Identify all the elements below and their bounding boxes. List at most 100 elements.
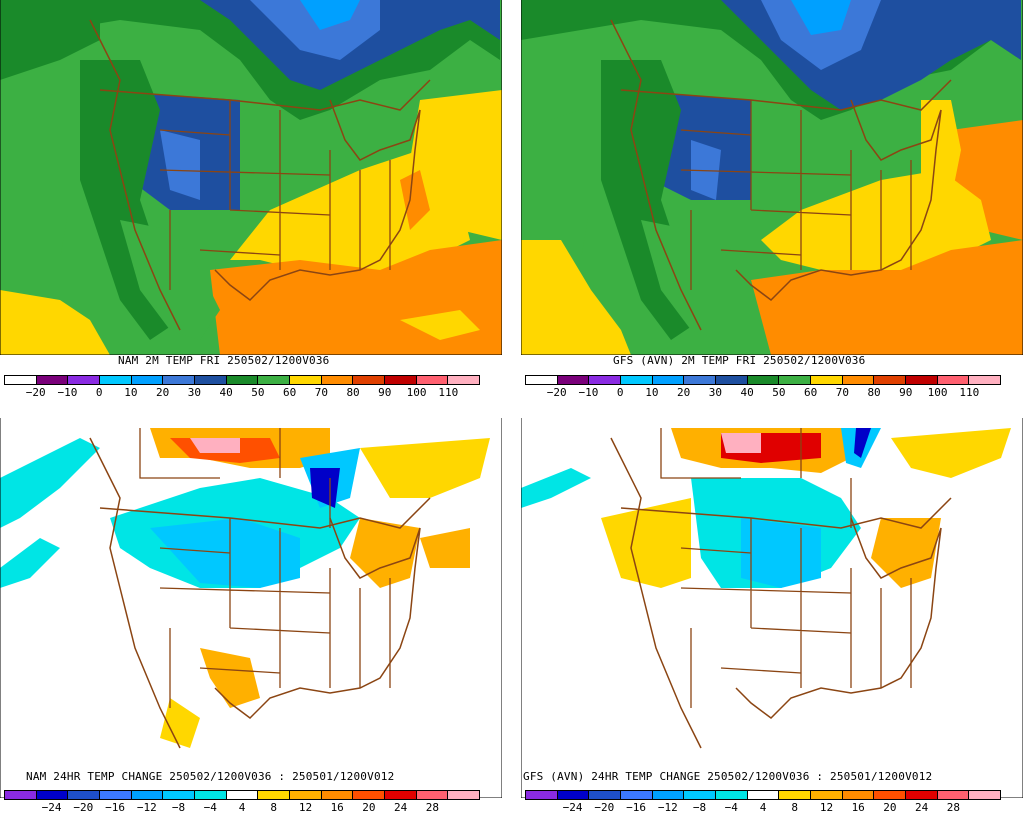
colorbar-swatch: [652, 376, 685, 384]
gfs-change-map: [521, 418, 1023, 798]
colorbar-swatch: [906, 376, 938, 384]
nam-temp-panel: NAM 2M TEMP FRI 250502/1200V036 −20 −10 0 1…: [0, 0, 503, 410]
colorbar-tick-label: 80: [867, 386, 881, 399]
colorbar-swatch: [557, 376, 590, 384]
colorbar-swatch: [937, 791, 970, 799]
colorbar-swatch: [526, 791, 558, 799]
colorbar-swatch: [842, 791, 875, 799]
colorbar-swatch: [68, 376, 101, 384]
colorbar-tick-label: −8: [171, 801, 186, 814]
colorbar-swatch: [385, 376, 417, 384]
colorbar-tick-label: 16: [851, 801, 865, 814]
colorbar-swatch: [5, 791, 37, 799]
colorbar-swatch: [811, 376, 843, 384]
colorbar-swatch: [321, 791, 354, 799]
nam-change-map: [0, 418, 502, 798]
colorbar-tick-label: 30: [708, 386, 723, 399]
temperature-change-colorbar: [4, 790, 480, 800]
colorbar-tick-labels: −24 −20 −16 −12 −8 −4 4 8 12 16 20 24 28: [525, 801, 999, 815]
colorbar-tick-label: 10: [645, 386, 659, 399]
colorbar-tick-label: 28: [946, 801, 961, 814]
colorbar-tick-label: −16: [626, 801, 646, 814]
colorbar-swatch: [747, 791, 780, 799]
colorbar-tick-label: −4: [724, 801, 738, 814]
gfs-change-panel: GFS (AVN) 24HR TEMP CHANGE 250502/1200V0…: [521, 418, 1024, 819]
colorbar-tick-labels: −24 −20 −16 −12 −8 −4 4 8 12 16 20 24 28: [4, 801, 478, 815]
colorbar-swatch: [684, 791, 717, 799]
colorbar-swatch: [621, 376, 653, 384]
colorbar-swatch: [68, 791, 101, 799]
colorbar-swatch: [652, 791, 685, 799]
colorbar-swatch: [589, 791, 622, 799]
temperature-colorbar: [525, 375, 1001, 385]
gfs-temp-panel: GFS (AVN) 2M TEMP FRI 250502/1200V036 −2…: [521, 0, 1024, 410]
colorbar-swatch: [589, 376, 622, 384]
colorbar-swatch: [36, 376, 69, 384]
colorbar-swatch: [684, 376, 717, 384]
panel-title: GFS (AVN) 24HR TEMP CHANGE 250502/1200V0…: [523, 770, 933, 783]
colorbar-swatch: [716, 376, 748, 384]
colorbar-tick-label: 90: [899, 386, 913, 399]
colorbar-swatch: [621, 791, 653, 799]
colorbar-tick-label: 60: [282, 386, 297, 399]
colorbar-swatch: [969, 376, 1001, 384]
colorbar-swatch: [937, 376, 970, 384]
colorbar-swatch: [353, 376, 386, 384]
colorbar-tick-label: 4: [238, 801, 246, 814]
colorbar-tick-label: 10: [124, 386, 138, 399]
colorbar-swatch: [258, 376, 291, 384]
colorbar-tick-label: 20: [883, 801, 897, 814]
colorbar-tick-label: 24: [394, 801, 408, 814]
colorbar-tick-label: 12: [819, 801, 834, 814]
colorbar-swatch: [874, 791, 907, 799]
colorbar-tick-label: 60: [803, 386, 818, 399]
colorbar-tick-label: 90: [378, 386, 392, 399]
colorbar-tick-label: −20: [73, 801, 94, 814]
colorbar-swatch: [131, 376, 164, 384]
colorbar-tick-label: 4: [759, 801, 767, 814]
colorbar-swatch: [290, 376, 322, 384]
colorbar-swatch: [226, 376, 259, 384]
colorbar-swatch: [969, 791, 1001, 799]
colorbar-swatch: [163, 376, 196, 384]
colorbar-tick-label: 70: [835, 386, 849, 399]
colorbar-tick-label: −24: [562, 801, 583, 814]
colorbar-swatch: [448, 791, 480, 799]
colorbar-swatch: [5, 376, 37, 384]
temperature-colorbar: [4, 375, 480, 385]
colorbar-tick-label: −24: [41, 801, 62, 814]
colorbar-tick-label: 30: [187, 386, 202, 399]
colorbar-swatch: [258, 791, 291, 799]
colorbar-tick-label: 16: [330, 801, 344, 814]
panel-title: NAM 24HR TEMP CHANGE 250502/1200V036 : 2…: [26, 770, 395, 783]
panel-title: NAM 2M TEMP FRI 250502/1200V036: [118, 354, 330, 367]
colorbar-swatch: [416, 376, 449, 384]
colorbar-tick-label: 100: [927, 386, 948, 399]
colorbar-tick-label: 12: [298, 801, 313, 814]
colorbar-swatch: [195, 791, 227, 799]
colorbar-tick-label: 8: [791, 801, 799, 814]
colorbar-tick-label: −20: [25, 386, 46, 399]
colorbar-swatch: [100, 376, 132, 384]
colorbar-swatch: [131, 791, 164, 799]
colorbar-swatch: [100, 791, 132, 799]
colorbar-swatch: [195, 376, 227, 384]
colorbar-tick-label: −20: [594, 801, 615, 814]
colorbar-swatch: [811, 791, 843, 799]
colorbar-tick-label: 0: [95, 386, 103, 399]
nam-change-panel: NAM 24HR TEMP CHANGE 250502/1200V036 : 2…: [0, 418, 503, 819]
colorbar-swatch: [321, 376, 354, 384]
colorbar-tick-labels: −20 −10 0 10 20 30 40 50 60 70 80 90 100 110: [4, 386, 478, 400]
colorbar-tick-label: −16: [105, 801, 125, 814]
colorbar-tick-label: 50: [772, 386, 786, 399]
colorbar-tick-label: 40: [219, 386, 233, 399]
colorbar-swatch: [779, 376, 812, 384]
colorbar-swatch: [36, 791, 69, 799]
colorbar-swatch: [779, 791, 812, 799]
colorbar-swatch: [353, 791, 386, 799]
colorbar-swatch: [290, 791, 322, 799]
colorbar-tick-label: 0: [616, 386, 624, 399]
colorbar-tick-label: 110: [438, 386, 459, 399]
colorbar-tick-label: 28: [425, 801, 440, 814]
nam-temp-map: [0, 0, 502, 355]
